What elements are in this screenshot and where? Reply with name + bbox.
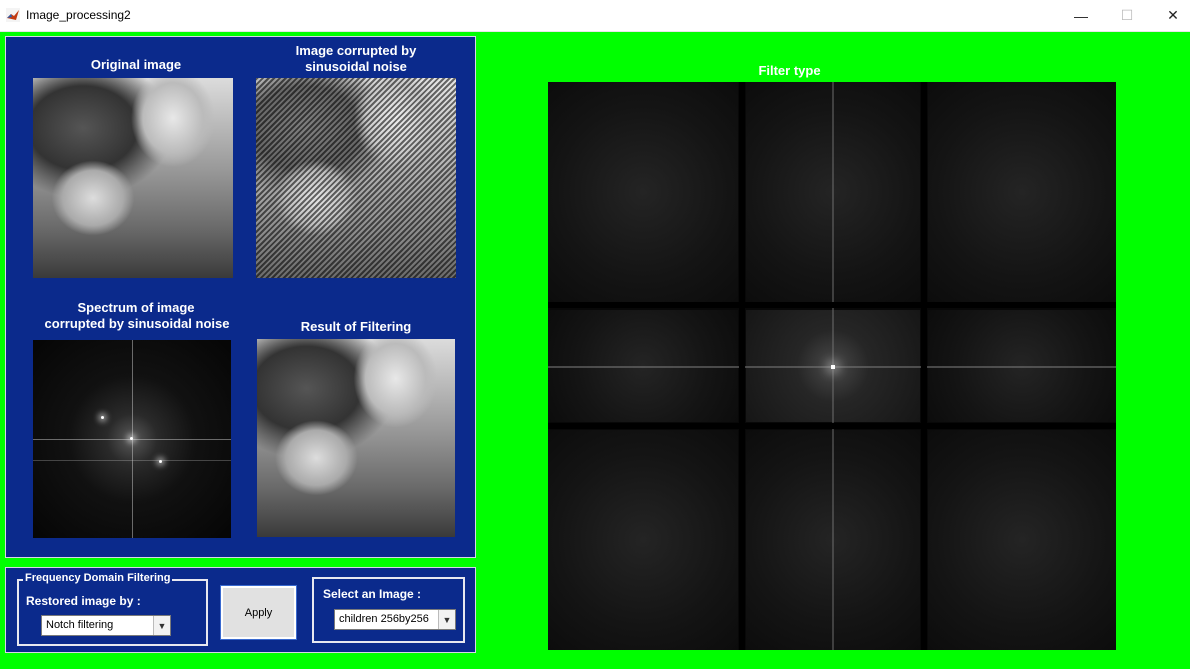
- spectrum-label-line1: Spectrum of image: [77, 300, 195, 315]
- figure-area: Original image Image corrupted by sinuso…: [0, 32, 1190, 669]
- corrupted-image: [256, 78, 456, 278]
- restored-by-label: Restored image by :: [26, 594, 141, 608]
- maximize-icon: ☐: [1120, 7, 1134, 23]
- filtering-group: Frequency Domain Filtering Restored imag…: [17, 572, 208, 646]
- result-image: [257, 339, 455, 537]
- selected-image-value: children 256by256: [339, 613, 429, 625]
- noisy-spectrum-image: [33, 340, 231, 538]
- filter-method-value: Notch filtering: [46, 619, 114, 631]
- original-image-label: Original image: [90, 57, 182, 72]
- original-image: [33, 78, 233, 278]
- corrupted-image-label-line2: sinusoidal noise: [305, 59, 407, 74]
- filter-type-title: Filter type: [758, 63, 821, 78]
- maximize-button[interactable]: ☐: [1104, 0, 1150, 31]
- filter-spectrum-image: [548, 82, 1116, 650]
- apply-button[interactable]: Apply: [220, 585, 297, 640]
- result-label: Result of Filtering: [300, 319, 412, 334]
- window-title: Image_processing2: [26, 8, 131, 22]
- corrupted-image-label-line1: Image corrupted by: [295, 43, 417, 58]
- matlab-icon: [6, 8, 20, 22]
- images-panel: Original image Image corrupted by sinuso…: [5, 36, 476, 558]
- close-icon: ✕: [1167, 7, 1179, 23]
- title-bar: Image_processing2 — ☐ ✕: [0, 0, 1190, 32]
- image-select-group: Select an Image : children 256by256 ▼: [312, 577, 465, 643]
- close-button[interactable]: ✕: [1150, 0, 1190, 31]
- filter-method-dropdown[interactable]: Notch filtering ▼: [41, 615, 171, 636]
- filtering-group-title: Frequency Domain Filtering: [23, 572, 173, 584]
- spectrum-label-line2: corrupted by sinusoidal noise: [44, 316, 230, 331]
- minimize-icon: —: [1074, 7, 1088, 24]
- chevron-down-icon: ▼: [153, 616, 170, 635]
- select-image-label: Select an Image :: [323, 587, 422, 601]
- chevron-down-icon: ▼: [438, 610, 455, 629]
- controls-panel: Frequency Domain Filtering Restored imag…: [5, 567, 476, 653]
- image-select-dropdown[interactable]: children 256by256 ▼: [334, 609, 456, 630]
- minimize-button[interactable]: —: [1058, 0, 1104, 31]
